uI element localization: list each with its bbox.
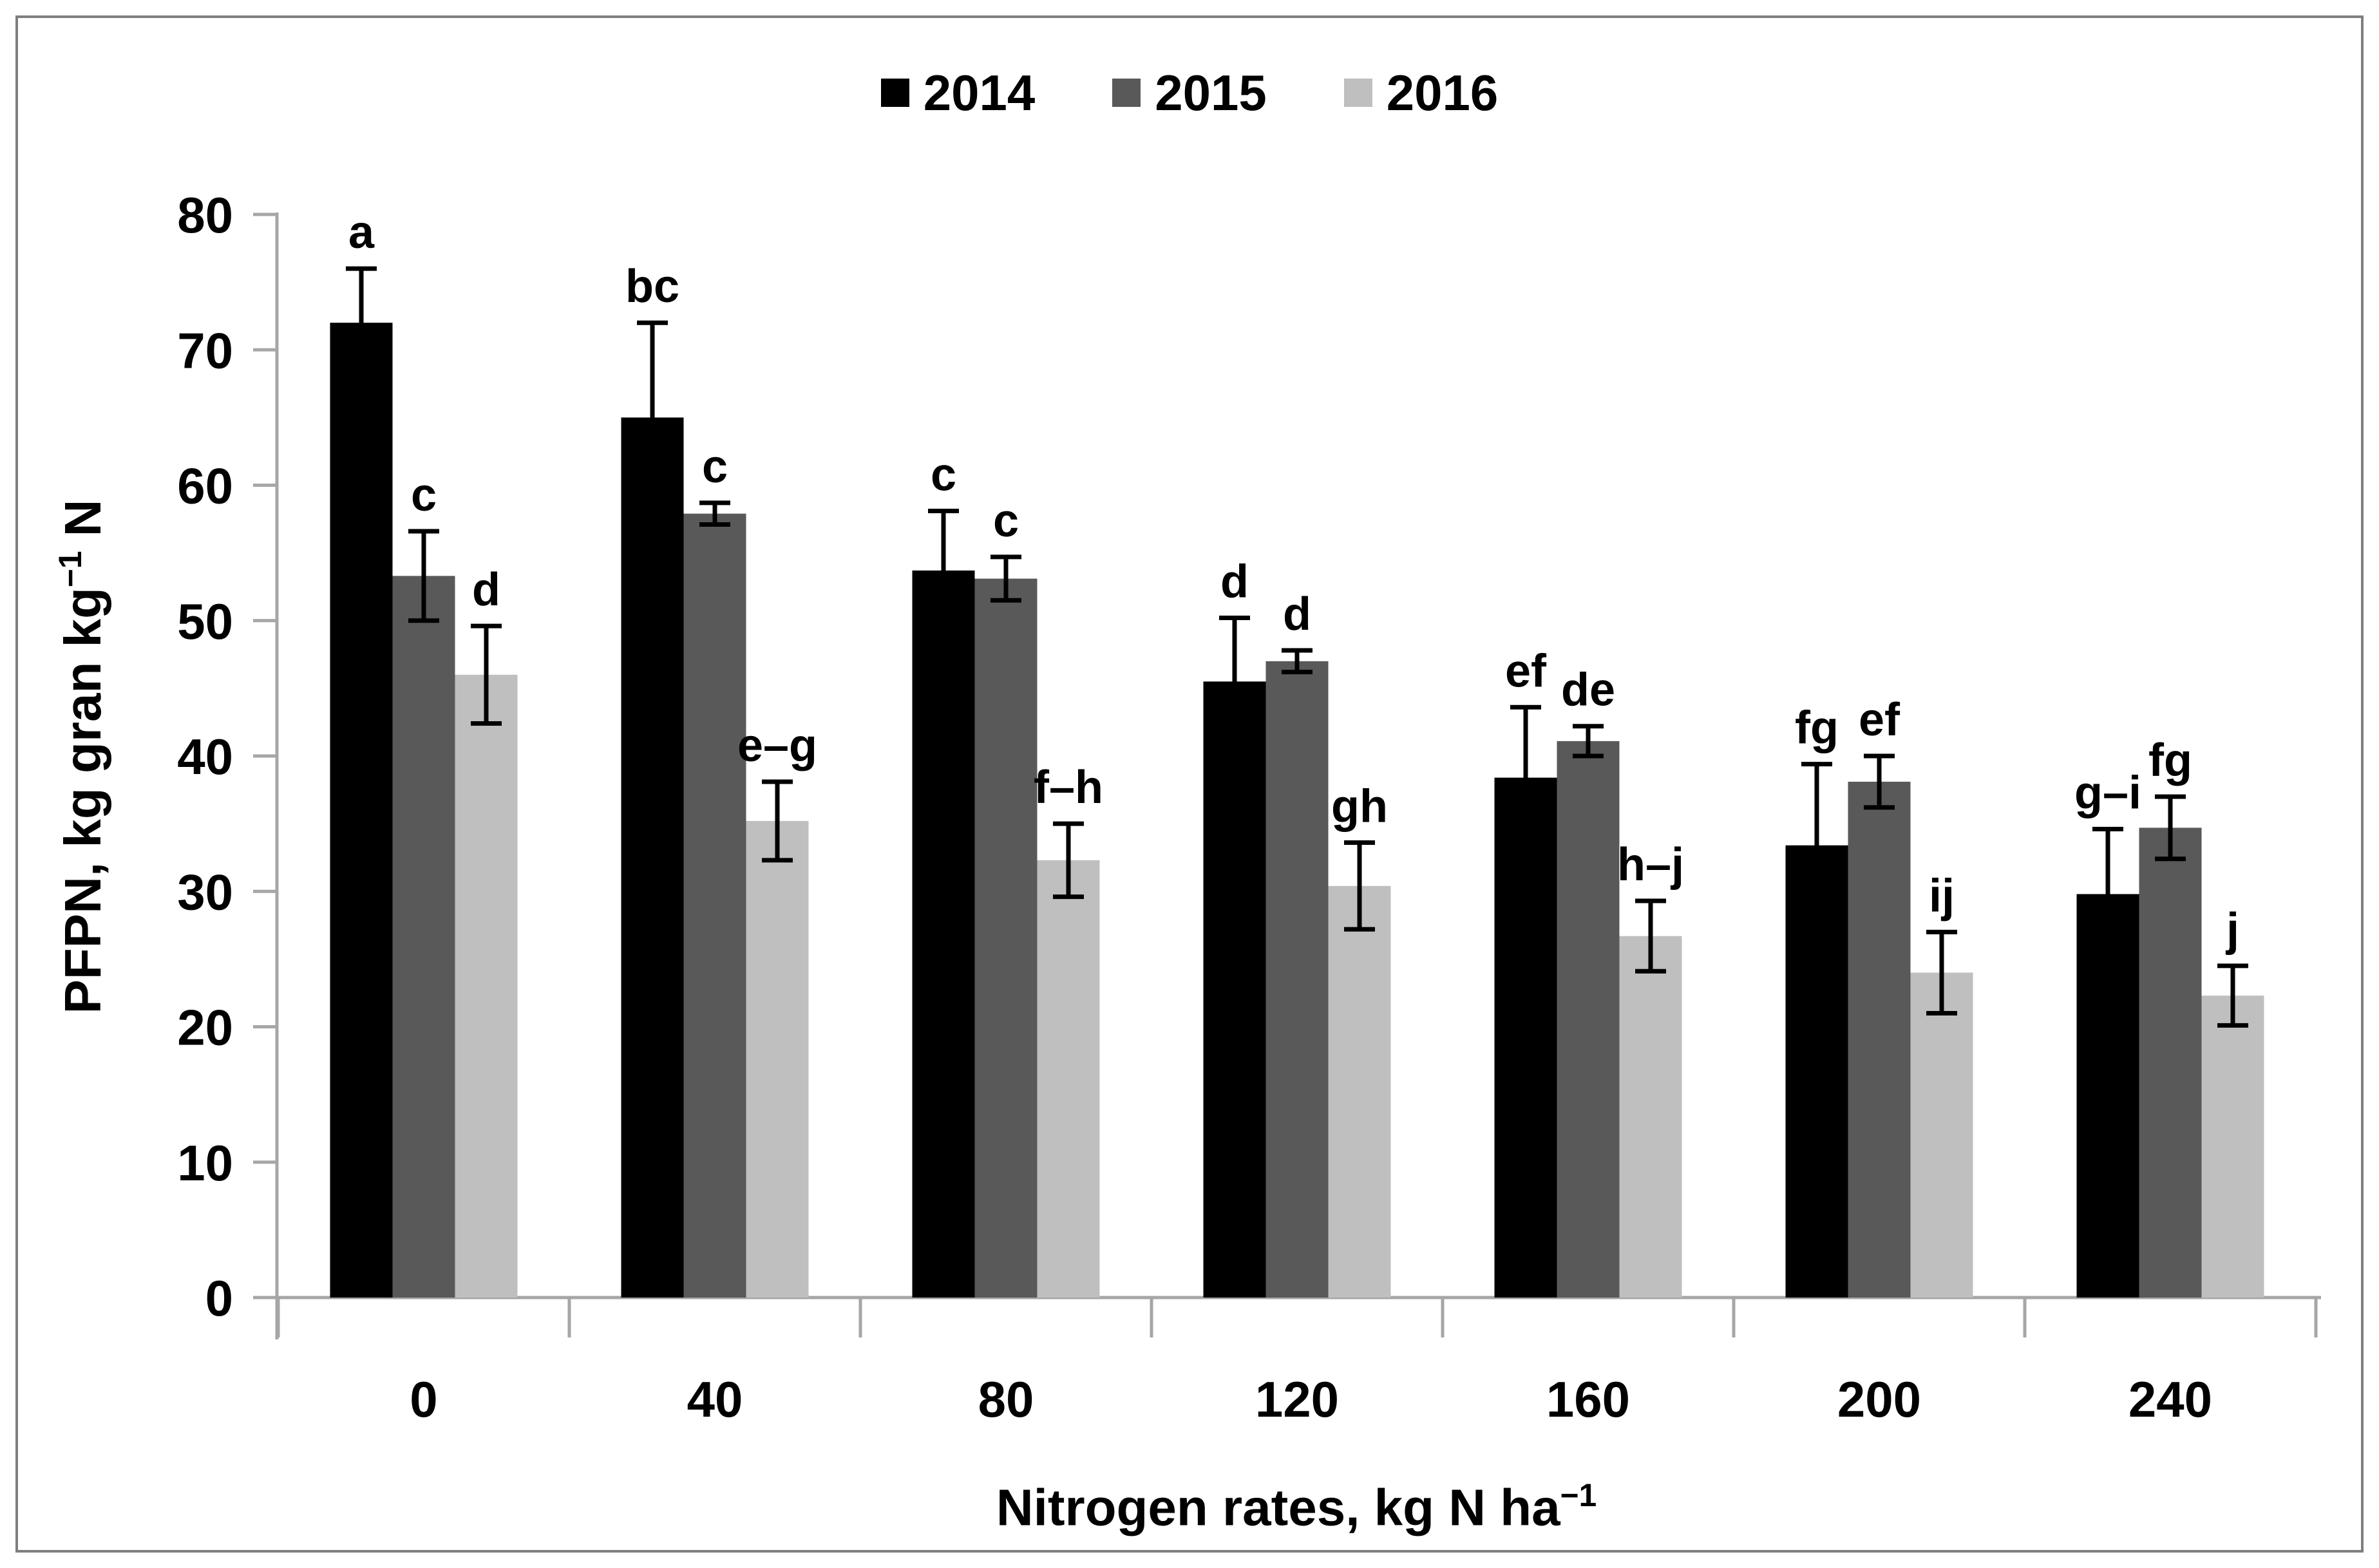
legend-label-2014: 2014 (923, 64, 1036, 121)
x-axis-title-superscript: −1 (1560, 1477, 1597, 1513)
significance-letter: d (472, 564, 500, 616)
y-tick-label: 40 (177, 728, 233, 785)
bar-2016-120 (1328, 885, 1391, 1298)
bar-2016-160 (1619, 936, 1682, 1298)
bar-2014-160 (1494, 777, 1557, 1298)
x-tick-label: 120 (1255, 1371, 1339, 1428)
y-tick-label: 0 (205, 1270, 233, 1327)
legend: 2014 2015 2016 (0, 68, 2379, 118)
bar-2014-120 (1203, 681, 1266, 1298)
legend-item-2015: 2015 (1112, 68, 1267, 118)
significance-letter: g–i (2074, 768, 2141, 819)
significance-letter: j (2225, 904, 2239, 956)
legend-item-2014: 2014 (880, 64, 1036, 121)
legend-swatch-2014 (880, 79, 909, 107)
significance-letter: a (348, 207, 375, 258)
bar-2015-160 (1557, 741, 1620, 1298)
significance-letter: c (993, 495, 1019, 547)
bar-2016-200 (1910, 972, 1973, 1298)
bar-2016-0 (455, 674, 518, 1298)
significance-letter: d (1220, 556, 1249, 608)
y-axis-title-superscript: −1 (52, 551, 88, 588)
x-tick-label: 0 (410, 1371, 437, 1428)
y-axis-title-tail: N (53, 499, 111, 551)
significance-letter: ij (1929, 870, 1955, 921)
x-tick-label: 200 (1837, 1371, 1921, 1428)
x-tick-label: 40 (687, 1371, 743, 1428)
significance-letter: d (1283, 589, 1311, 640)
bar-2015-80 (974, 578, 1038, 1298)
y-tick-label: 10 (177, 1135, 233, 1191)
y-tick-label: 80 (177, 187, 233, 243)
significance-letter: f–h (1034, 762, 1103, 813)
bar-2016-40 (746, 820, 809, 1298)
significance-letter: gh (1331, 781, 1388, 833)
significance-letter: de (1561, 665, 1615, 716)
legend-item-2016: 2016 (1343, 64, 1499, 121)
significance-letter: fg (1795, 703, 1839, 754)
legend-swatch-2015 (1112, 79, 1141, 107)
bar-2016-80 (1037, 860, 1100, 1298)
significance-letter: c (411, 469, 437, 521)
bar-2015-200 (1848, 781, 1911, 1298)
significance-letter: c (702, 441, 728, 493)
significance-letter: bc (625, 261, 679, 312)
y-tick-label: 70 (177, 322, 233, 379)
y-axis-title: PFPN, kg gran kg−1 N (52, 499, 111, 1014)
x-tick-label: 240 (2128, 1371, 2212, 1428)
legend-label-2016: 2016 (1386, 64, 1499, 121)
x-tick-label: 80 (978, 1371, 1034, 1428)
y-tick-label: 60 (177, 458, 233, 515)
significance-letter: c (931, 449, 956, 500)
bar-2014-0 (330, 323, 393, 1298)
significance-letter: ef (1505, 645, 1547, 697)
y-tick-label: 50 (177, 593, 233, 650)
significance-letter: ef (1859, 694, 1900, 746)
y-tick-label: 20 (177, 999, 233, 1056)
significance-letter: e–g (737, 720, 817, 771)
significance-letter: fg (2148, 735, 2192, 786)
significance-letter: h–j (1617, 839, 1684, 891)
bar-2016-240 (2201, 996, 2264, 1298)
bar-2015-40 (683, 513, 746, 1298)
x-axis-title: Nitrogen rates, kg N ha−1 (996, 1478, 1597, 1536)
x-tick-label: 160 (1546, 1371, 1630, 1428)
bar-2014-240 (2076, 894, 2139, 1298)
bar-2014-80 (912, 570, 975, 1298)
bar-2015-120 (1265, 661, 1329, 1298)
y-axis-title-main: PFPN, kg gran kg (53, 587, 111, 1014)
bar-2014-40 (621, 417, 684, 1298)
legend-label-2015: 2015 (1155, 64, 1267, 121)
y-tick-label: 30 (177, 864, 233, 920)
legend-swatch-2016 (1343, 79, 1372, 107)
bar-2015-0 (392, 576, 455, 1298)
bar-2015-240 (2139, 827, 2202, 1298)
x-axis-title-main: Nitrogen rates, kg N ha (996, 1478, 1560, 1536)
